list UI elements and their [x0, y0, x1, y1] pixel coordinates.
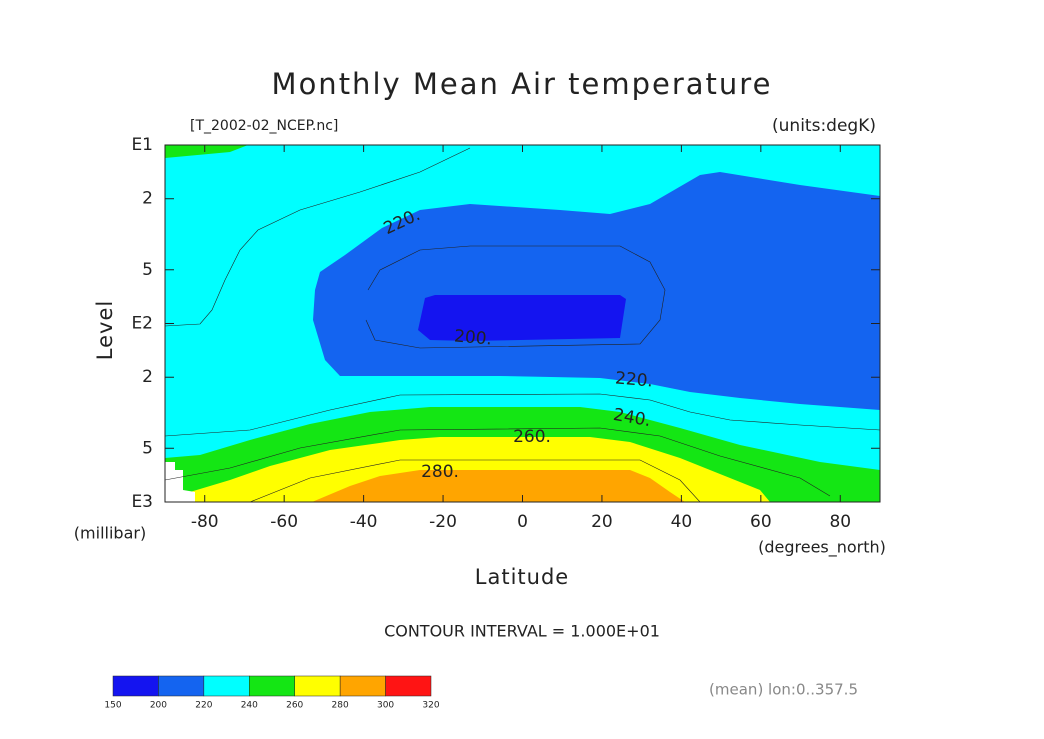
contour-line — [249, 459, 701, 502]
colorbar-label: 260 — [286, 701, 303, 711]
colorbar-segment — [294, 675, 341, 697]
units: (units:degK) — [772, 116, 876, 136]
x-units: (degrees_north) — [758, 538, 886, 558]
contour-band — [313, 172, 880, 410]
contour-band — [418, 295, 626, 341]
contour-line — [365, 245, 666, 349]
y-axis-label: Level — [93, 300, 117, 360]
contour-label: 280. — [421, 462, 459, 482]
colorbar-segment — [339, 675, 386, 697]
contour-label: 200. — [453, 326, 492, 349]
contour-line — [165, 147, 471, 327]
x-tick-label: -20 — [429, 512, 457, 532]
y-tick-label: 2 — [142, 189, 153, 209]
missing-data — [165, 462, 195, 502]
colorbar-segment — [249, 675, 295, 697]
colorbar-label: 150 — [104, 701, 121, 711]
contour-band — [312, 470, 685, 502]
y-tick-label: E1 — [131, 135, 153, 155]
colorbar-segment — [112, 675, 159, 697]
x-tick-label: 40 — [671, 512, 693, 532]
x-tick-label: 0 — [517, 512, 528, 532]
colorbar-segment — [385, 675, 432, 697]
y-tick-label: 2 — [142, 367, 153, 387]
contour-label: 260. — [513, 427, 551, 447]
chart-title: Monthly Mean Air temperature — [272, 67, 773, 101]
y-tick-label: E3 — [131, 492, 153, 512]
contour-line — [165, 427, 831, 497]
colorbar-segment — [203, 675, 250, 697]
colorbar-label: 220 — [195, 701, 212, 711]
x-axis-label: Latitude — [475, 565, 569, 589]
contour-interval: CONTOUR INTERVAL = 1.000E+01 — [384, 622, 660, 641]
note: (mean) lon:0..357.5 — [709, 681, 858, 699]
colorbar-label: 240 — [241, 701, 258, 711]
contour-label: 220. — [614, 368, 653, 391]
colorbar-label: 300 — [377, 701, 394, 711]
y-tick-label: E2 — [131, 314, 153, 334]
x-tick-label: -60 — [270, 512, 298, 532]
plot-area — [165, 145, 880, 502]
x-tick-label: 80 — [829, 512, 851, 532]
colorbar-label: 200 — [150, 701, 167, 711]
x-tick-label: 60 — [750, 512, 772, 532]
file-name: [T_2002-02_NCEP.nc] — [190, 118, 338, 134]
y-units: (millibar) — [74, 524, 146, 543]
x-tick-label: -80 — [191, 512, 219, 532]
contour-line — [165, 393, 880, 437]
contour-band — [165, 145, 248, 158]
colorbar-label: 320 — [422, 701, 439, 711]
colorbar-segment — [158, 675, 205, 697]
x-tick-label: -40 — [350, 512, 378, 532]
y-tick-label: 5 — [142, 438, 153, 458]
colorbar-label: 280 — [332, 701, 349, 711]
y-tick-label: 5 — [142, 260, 153, 280]
x-tick-label: 20 — [591, 512, 613, 532]
